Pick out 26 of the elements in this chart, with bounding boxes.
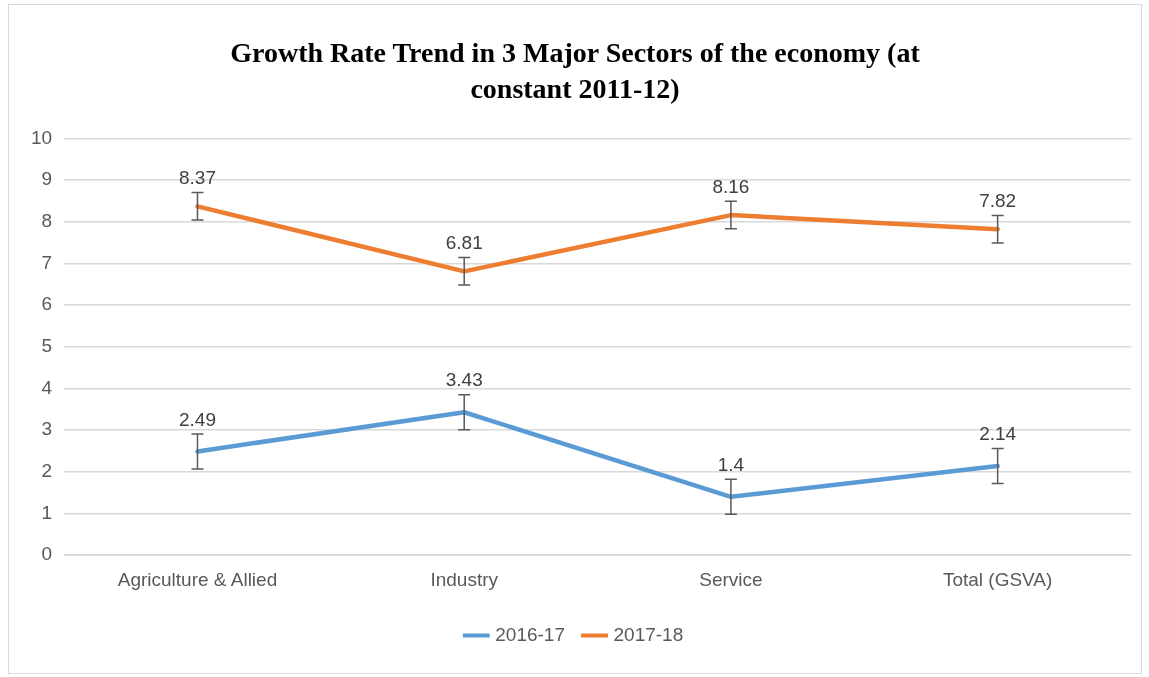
data-label: 3.43: [445, 369, 483, 391]
y-tick-label: 7: [41, 251, 53, 273]
x-tick-label: Agriculture & Allied: [117, 568, 278, 590]
data-label: 7.82: [979, 190, 1017, 212]
y-tick-label: 0: [41, 543, 53, 565]
y-tick-label: 3: [41, 418, 53, 440]
legend-label: 2016-17: [495, 623, 566, 645]
x-tick-label: Total (GSVA): [942, 568, 1053, 590]
y-tick-label: 8: [41, 209, 53, 231]
data-label: 6.81: [445, 232, 483, 254]
chart-title: Growth Rate Trend in 3 Major Sectors of the economy (at constant 2011-12): [229, 36, 921, 106]
y-tick-label: 9: [41, 168, 53, 190]
data-label: 8.37: [179, 167, 216, 189]
x-tick-label: Industry: [430, 568, 499, 590]
y-tick-label: 4: [41, 376, 53, 398]
y-tick-label: 1: [41, 501, 53, 523]
data-label: 2.14: [979, 423, 1017, 445]
data-label: 1.4: [717, 454, 745, 476]
data-label: 2.49: [179, 408, 216, 430]
data-label: 8.16: [712, 176, 750, 198]
y-tick-label: 10: [30, 126, 53, 148]
x-tick-label: Service: [699, 568, 763, 590]
y-tick-label: 2: [41, 460, 53, 482]
legend-label: 2017-18: [613, 623, 684, 645]
y-tick-label: 5: [41, 335, 53, 357]
y-tick-label: 6: [41, 293, 53, 315]
